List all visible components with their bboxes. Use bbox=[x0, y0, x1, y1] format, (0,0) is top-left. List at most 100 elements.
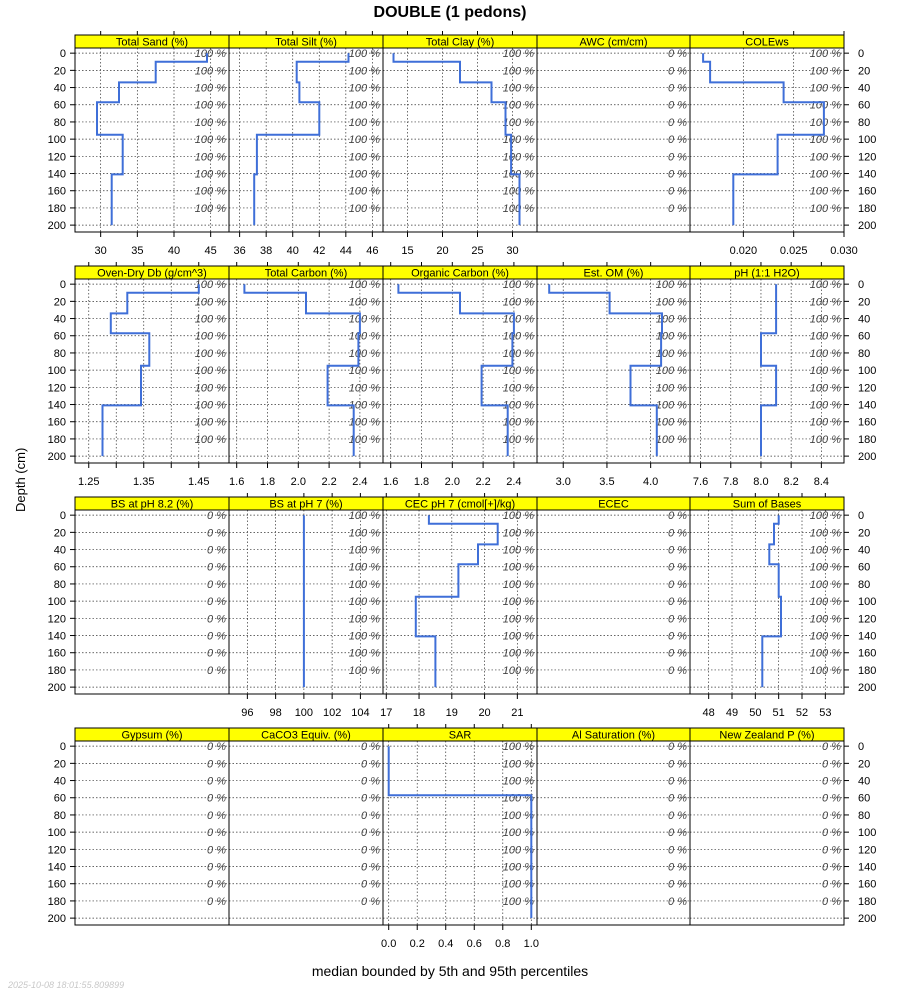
panel-18-pct-label: 100 % bbox=[503, 844, 534, 856]
panel-6-x-tick-label: 1.45 bbox=[188, 476, 209, 488]
row-1-right-depth-label: 200 bbox=[858, 220, 876, 232]
panel-20-pct-label: 0 % bbox=[822, 810, 841, 822]
panel-11-pct-label: 0 % bbox=[207, 631, 226, 643]
panel-13-pct-label: 100 % bbox=[503, 527, 534, 539]
row-2-right-depth-label: 0 bbox=[858, 279, 864, 291]
panel-7-pct-label: 100 % bbox=[349, 434, 380, 446]
panel-7-x-tick-label: 1.6 bbox=[229, 476, 244, 488]
panel-4-pct-label: 0 % bbox=[668, 169, 687, 181]
panel-19-pct-label: 0 % bbox=[668, 776, 687, 788]
panel-18-x-tick-label: 0.2 bbox=[410, 938, 425, 950]
panel-11-pct-label: 0 % bbox=[207, 648, 226, 660]
row-4-right-depth-label: 100 bbox=[858, 827, 876, 839]
panel-4-pct-label: 0 % bbox=[668, 186, 687, 198]
panel-19-pct-label: 0 % bbox=[668, 741, 687, 753]
panel-18-profile-line bbox=[387, 746, 533, 919]
row-4-right-depth-label: 160 bbox=[858, 879, 876, 891]
panel-3-x-tick-label: 15 bbox=[401, 245, 413, 257]
panel-5-pct-label: 100 % bbox=[810, 65, 841, 77]
row-3-right-depth-label: 80 bbox=[858, 579, 870, 591]
panel-13-x-tick-label: 20 bbox=[478, 707, 490, 719]
panel-5-pct-label: 100 % bbox=[810, 83, 841, 95]
panel-7-strip-label: Total Carbon (%) bbox=[265, 268, 348, 280]
panel-7-pct-label: 100 % bbox=[349, 417, 380, 429]
panel-5-profile-line bbox=[702, 53, 825, 226]
panel-16-pct-label: 0 % bbox=[207, 776, 226, 788]
row-4-left-depth-label: 40 bbox=[54, 776, 66, 788]
panel-8-x-tick-label: 2.0 bbox=[445, 476, 460, 488]
panel-1-profile-line bbox=[96, 53, 208, 226]
row-3-left-depth-label: 0 bbox=[60, 510, 66, 522]
panel-15-pct-label: 100 % bbox=[810, 579, 841, 591]
row-4-left-depth-label: 100 bbox=[48, 827, 66, 839]
row-1-left-depth-label: 80 bbox=[54, 117, 66, 129]
panel-12-strip-label: BS at pH 7 (%) bbox=[269, 499, 342, 511]
panel-8-pct-label: 100 % bbox=[503, 434, 534, 446]
panel-8-profile-line bbox=[397, 284, 515, 457]
panel-12-x-tick-label: 104 bbox=[351, 707, 369, 719]
panel-9-pct-label: 100 % bbox=[656, 365, 687, 377]
panel-7-pct-label: 100 % bbox=[349, 314, 380, 326]
row-2-right-depth-label: 20 bbox=[858, 296, 870, 308]
panel-16-pct-label: 0 % bbox=[207, 827, 226, 839]
row-1-left-depth-label: 160 bbox=[48, 186, 66, 198]
panel-1-pct-label: 100 % bbox=[195, 169, 226, 181]
panel-16-pct-label: 0 % bbox=[207, 862, 226, 874]
panel-15-x-tick-label: 49 bbox=[726, 707, 738, 719]
panel-11-pct-label: 0 % bbox=[207, 545, 226, 557]
panel-4-pct-label: 0 % bbox=[668, 48, 687, 60]
panel-5-frame bbox=[689, 47, 845, 233]
panel-17-frame bbox=[228, 740, 384, 926]
panel-15-pct-label: 100 % bbox=[810, 545, 841, 557]
panel-10-pct-label: 100 % bbox=[810, 331, 841, 343]
panel-1-pct-label: 100 % bbox=[195, 117, 226, 129]
panel-5-pct-label: 100 % bbox=[810, 134, 841, 146]
panel-8-pct-label: 100 % bbox=[503, 296, 534, 308]
panel-7-pct-label: 100 % bbox=[349, 400, 380, 412]
panel-15-x-tick-label: 53 bbox=[819, 707, 831, 719]
panel-19-pct-label: 0 % bbox=[668, 844, 687, 856]
panel-8-x-tick-label: 1.8 bbox=[414, 476, 429, 488]
panel-13-profile-line bbox=[414, 515, 499, 688]
panel-12-x-tick-label: 98 bbox=[269, 707, 281, 719]
panel-12-pct-label: 100 % bbox=[349, 613, 380, 625]
panel-4-strip-label: AWC (cm/cm) bbox=[579, 37, 647, 49]
panel-16-frame bbox=[74, 740, 230, 926]
row-2-right-depth-label: 40 bbox=[858, 314, 870, 326]
panel-6-pct-label: 100 % bbox=[195, 417, 226, 429]
panel-13-x-tick-label: 18 bbox=[413, 707, 425, 719]
panel-9-x-tick-label: 3.5 bbox=[599, 476, 614, 488]
panel-11-frame bbox=[74, 509, 230, 695]
panel-15-x-tick-label: 48 bbox=[703, 707, 715, 719]
panel-8-x-tick-label: 2.2 bbox=[475, 476, 490, 488]
row-1-left-depth-label: 120 bbox=[48, 151, 66, 163]
panel-6-pct-label: 100 % bbox=[195, 296, 226, 308]
row-1-left-depth-label: 180 bbox=[48, 203, 66, 215]
panel-4-pct-label: 0 % bbox=[668, 100, 687, 112]
panel-2-x-tick-label: 46 bbox=[366, 245, 378, 257]
row-4-left-depth-label: 60 bbox=[54, 793, 66, 805]
panel-9-pct-label: 100 % bbox=[656, 348, 687, 360]
panel-3-x-tick-label: 20 bbox=[436, 245, 448, 257]
panel-2-x-tick-label: 42 bbox=[313, 245, 325, 257]
panel-9-strip-label: Est. OM (%) bbox=[584, 268, 644, 280]
panel-16-pct-label: 0 % bbox=[207, 741, 226, 753]
panel-10-x-tick-label: 7.8 bbox=[723, 476, 738, 488]
panel-1-x-tick-label: 40 bbox=[168, 245, 180, 257]
panel-6-pct-label: 100 % bbox=[195, 382, 226, 394]
row-2-left-depth-label: 120 bbox=[48, 382, 66, 394]
row-2-right-depth-label: 80 bbox=[858, 348, 870, 360]
panel-13-pct-label: 100 % bbox=[503, 665, 534, 677]
row-3-right-depth-label: 180 bbox=[858, 665, 876, 677]
panel-7-x-tick-label: 2.4 bbox=[352, 476, 367, 488]
panel-2-pct-label: 100 % bbox=[349, 134, 380, 146]
panel-10-x-tick-label: 7.6 bbox=[693, 476, 708, 488]
panel-4-pct-label: 0 % bbox=[668, 203, 687, 215]
panel-4-pct-label: 0 % bbox=[668, 151, 687, 163]
row-1-left-depth-label: 40 bbox=[54, 83, 66, 95]
panel-18-x-tick-label: 0.6 bbox=[467, 938, 482, 950]
panel-2-pct-label: 100 % bbox=[349, 65, 380, 77]
row-4-right-depth-label: 0 bbox=[858, 741, 864, 753]
row-3-right-depth-label: 200 bbox=[858, 682, 876, 694]
panel-2-pct-label: 100 % bbox=[349, 48, 380, 60]
